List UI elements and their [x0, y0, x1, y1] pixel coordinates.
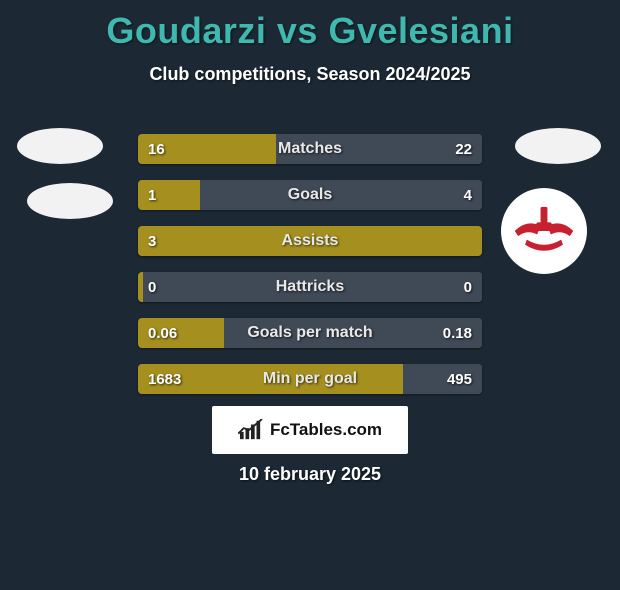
watermark-text: FcTables.com: [270, 420, 382, 440]
stats-row: 3 Assists: [138, 226, 482, 256]
stat-value-left: 16: [148, 134, 165, 164]
stat-value-right: 495: [447, 364, 472, 394]
stats-row: 1 Goals 4: [138, 180, 482, 210]
crest-icon: [501, 188, 587, 274]
stats-row: 0 Hattricks 0: [138, 272, 482, 302]
stats-row: 1683 Min per goal 495: [138, 364, 482, 394]
left-club-badge-top: [17, 128, 103, 164]
footer-date: 10 february 2025: [0, 464, 620, 485]
left-club-badge-bottom: [27, 183, 113, 219]
stats-container: 16 Matches 22 1 Goals 4 3 Assists 0 Hatt…: [138, 134, 482, 410]
right-club-badge-top: [515, 128, 601, 164]
stat-value-left: 0.06: [148, 318, 177, 348]
stat-value-right: 0.18: [443, 318, 472, 348]
page-title: Goudarzi vs Gvelesiani: [0, 10, 620, 52]
stat-value-right: 22: [455, 134, 472, 164]
stat-value-right: 4: [464, 180, 472, 210]
bar-right: [200, 180, 482, 210]
bar-left: [138, 226, 482, 256]
chart-icon: [238, 419, 264, 441]
bar-right: [276, 134, 482, 164]
right-club-badge-bottom: [501, 188, 587, 274]
stat-value-left: 1: [148, 180, 156, 210]
stat-value-right: 0: [464, 272, 472, 302]
stat-value-left: 3: [148, 226, 156, 256]
stats-row: 0.06 Goals per match 0.18: [138, 318, 482, 348]
stats-row: 16 Matches 22: [138, 134, 482, 164]
stat-value-left: 0: [148, 272, 156, 302]
page-subtitle: Club competitions, Season 2024/2025: [0, 64, 620, 85]
bar-right: [143, 272, 482, 302]
stat-value-left: 1683: [148, 364, 181, 394]
watermark: FcTables.com: [212, 406, 408, 454]
